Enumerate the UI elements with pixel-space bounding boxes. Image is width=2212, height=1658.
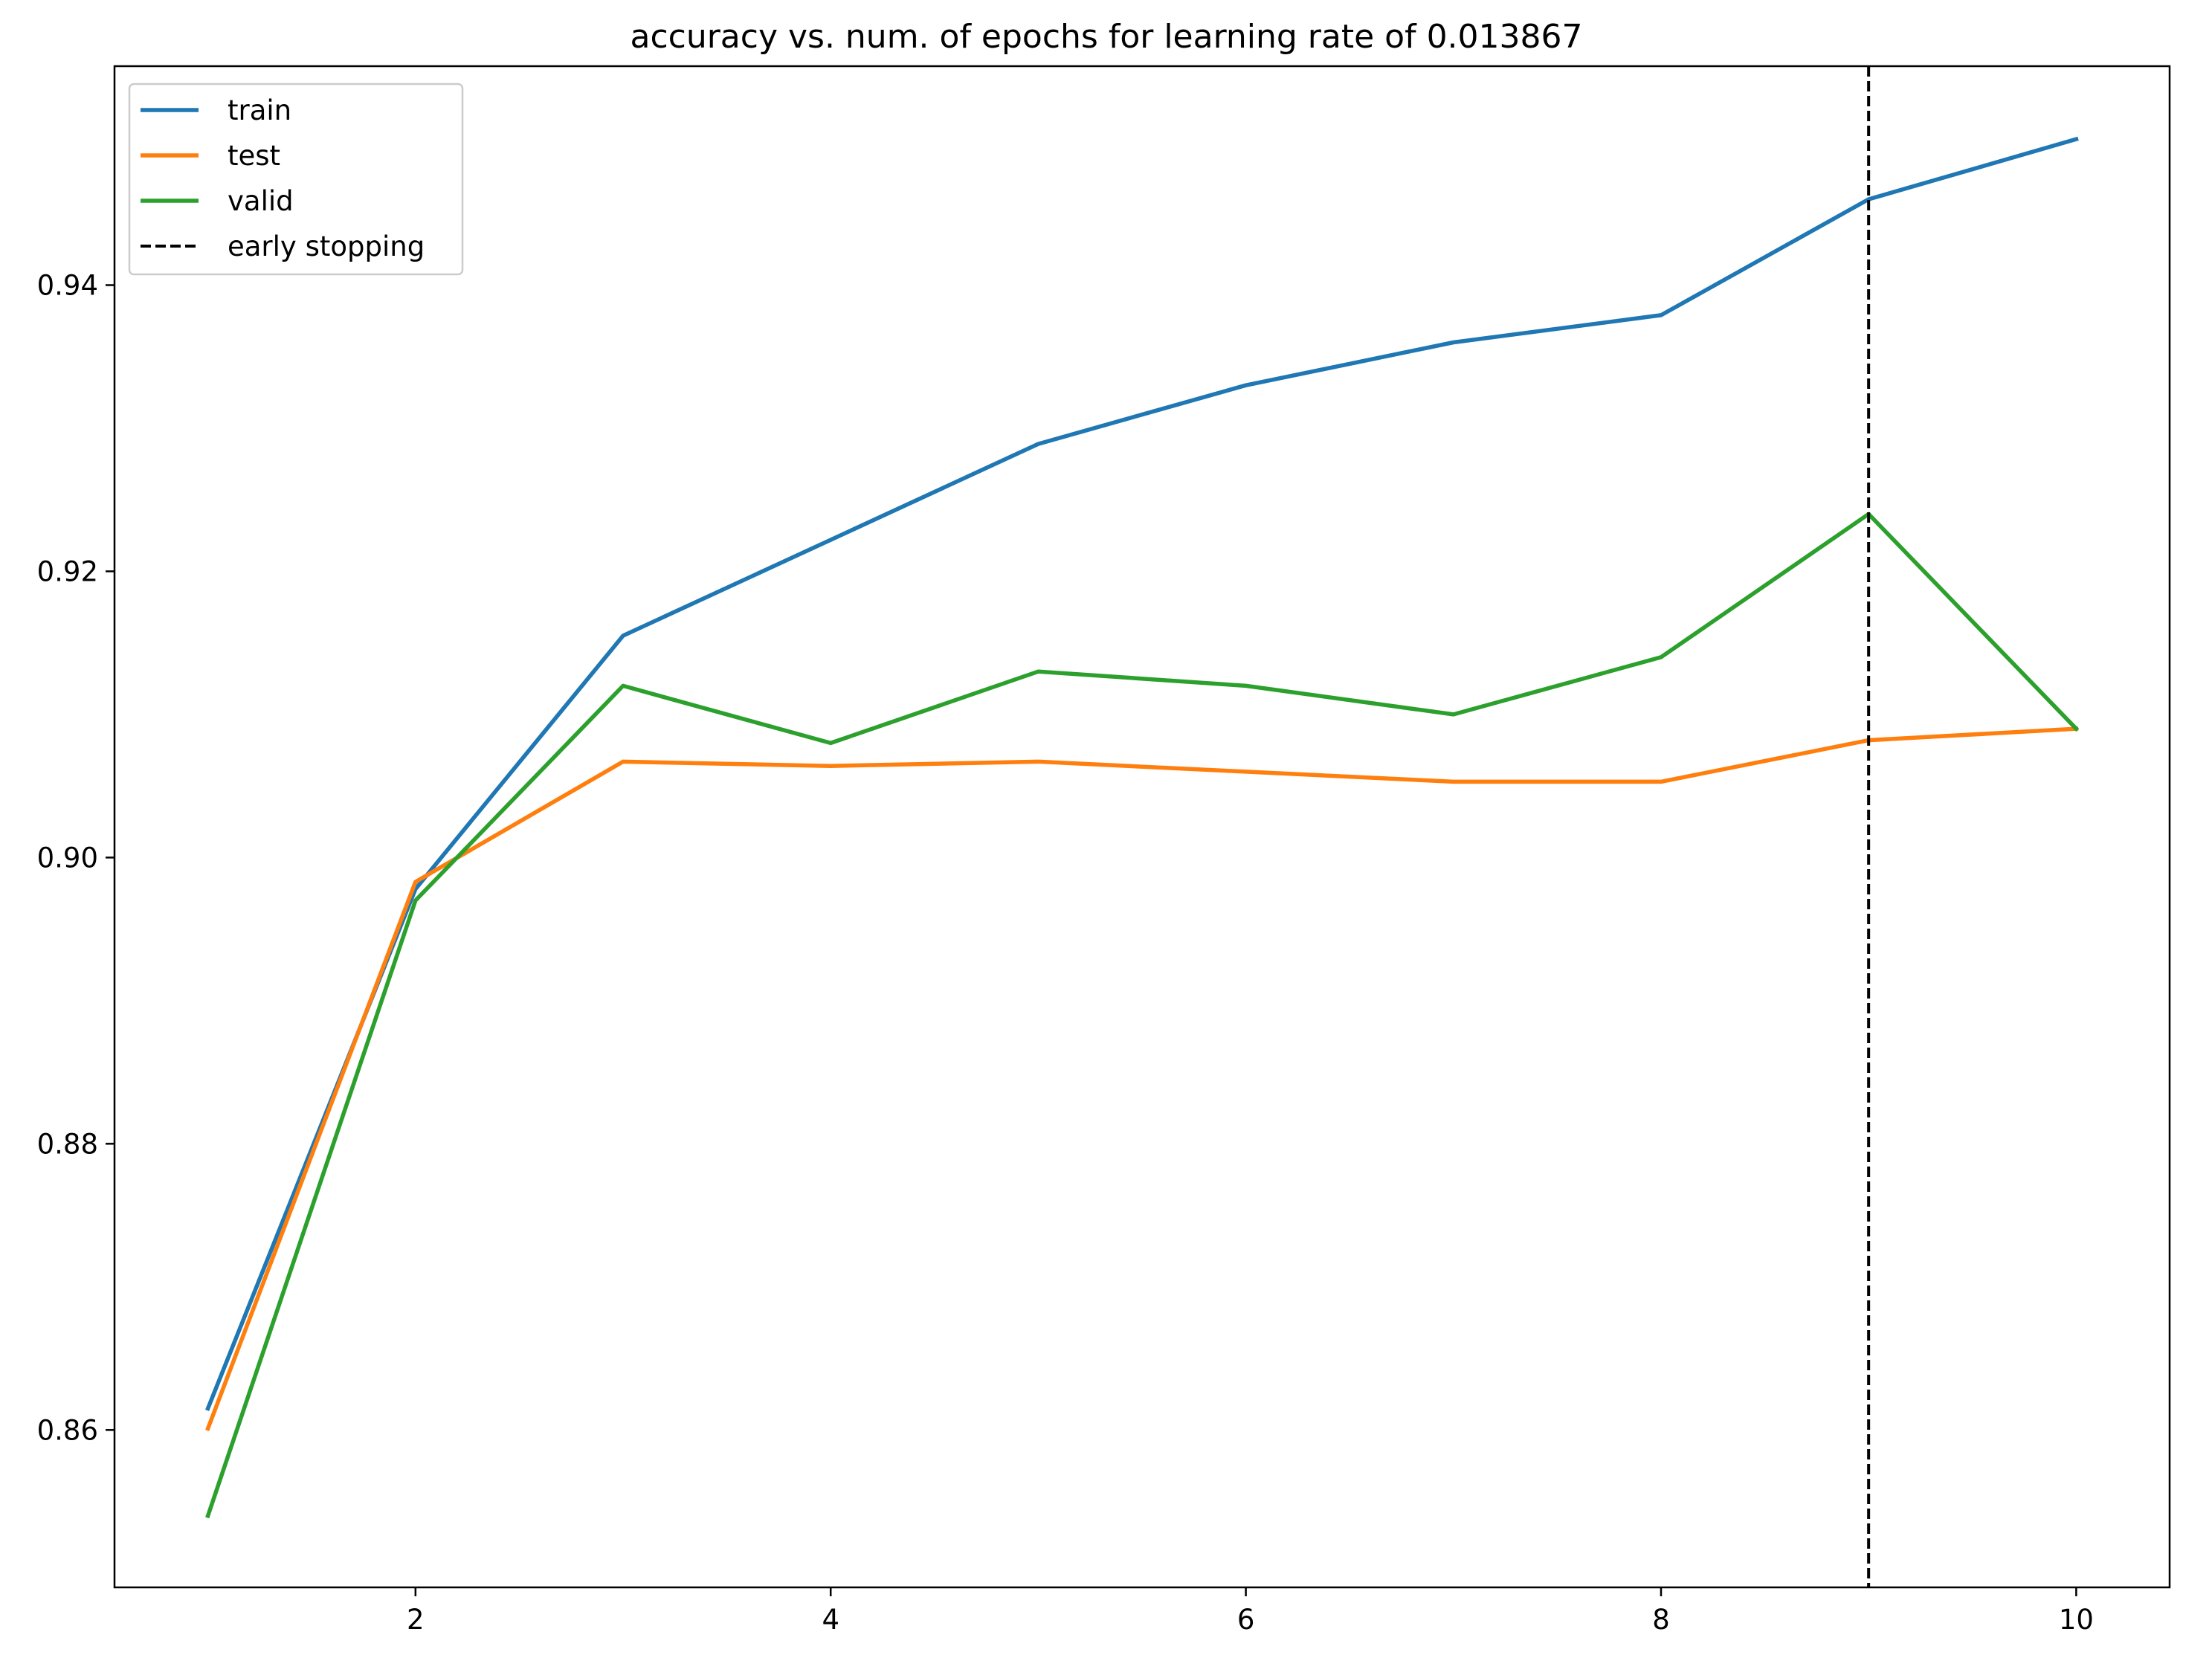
y-tick-label: 0.86 [37, 1414, 98, 1446]
x-tick-label: 10 [2059, 1604, 2094, 1636]
series-line-train [205, 136, 2079, 1411]
x-tick-label: 8 [1652, 1604, 1670, 1636]
legend: train test valid early stopping [128, 83, 464, 276]
axes-frame [113, 65, 2171, 1589]
x-tick-label: 6 [1237, 1604, 1255, 1636]
legend-label-valid: valid [228, 185, 294, 217]
y-tick-label: 0.88 [37, 1128, 98, 1160]
legend-label-test: test [228, 140, 280, 172]
series-line-valid [205, 512, 2080, 1519]
series-line-test [205, 726, 2079, 1431]
y-tick-label: 0.94 [37, 269, 98, 301]
legend-box [128, 83, 464, 276]
legend-label-train: train [228, 94, 291, 126]
y-tick-label: 0.92 [37, 555, 98, 587]
chart-title: accuracy vs. num. of epochs for learning… [630, 18, 1582, 56]
x-axis: 2 4 6 8 10 [407, 1587, 2094, 1636]
plot-area [113, 65, 2171, 1589]
legend-label-early-stopping: early stopping [228, 230, 425, 262]
y-tick-label: 0.90 [37, 842, 98, 874]
x-tick-label: 2 [407, 1604, 425, 1636]
series-group [205, 66, 2080, 1587]
y-axis: 0.86 0.88 0.90 0.92 0.94 [37, 269, 115, 1446]
x-tick-label: 4 [822, 1604, 839, 1636]
